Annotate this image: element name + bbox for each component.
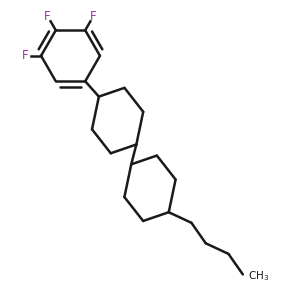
Text: F: F <box>90 10 97 23</box>
Text: F: F <box>22 49 28 62</box>
Text: CH$_3$: CH$_3$ <box>248 269 269 283</box>
Text: F: F <box>44 10 51 23</box>
